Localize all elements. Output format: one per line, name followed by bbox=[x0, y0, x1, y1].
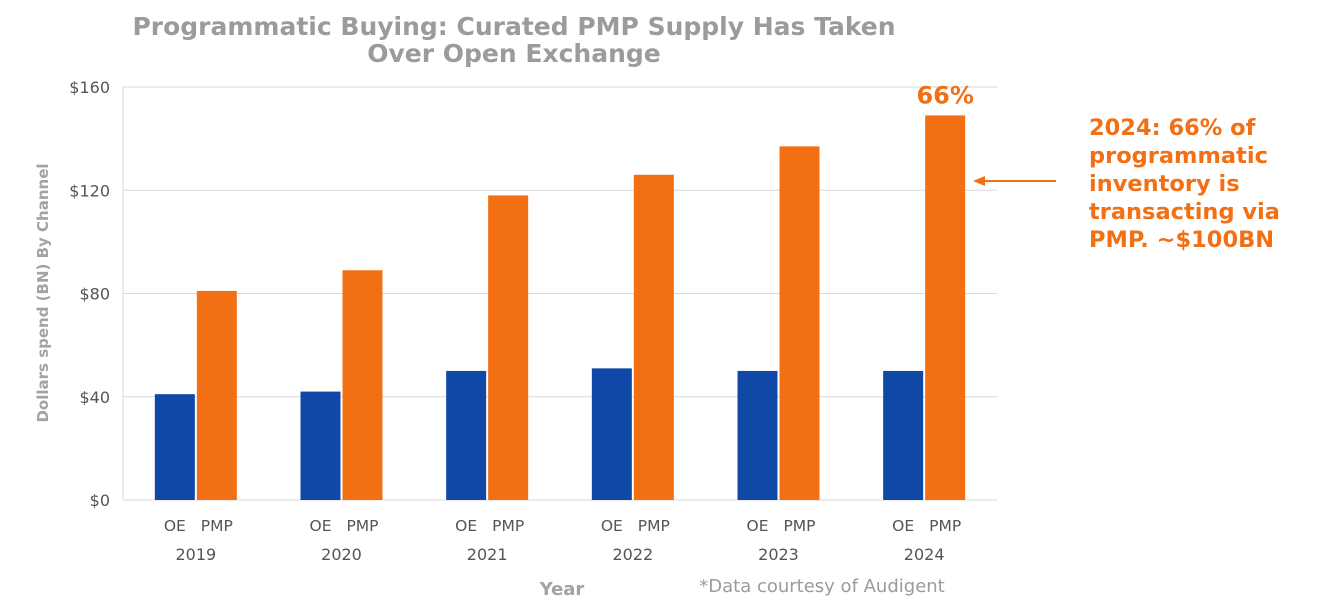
category-label: 2024 bbox=[904, 545, 945, 564]
callout-line-2: programmatic bbox=[1089, 143, 1268, 169]
bar-label-pmp: PMP bbox=[492, 517, 524, 535]
y-tick-label: $80 bbox=[79, 285, 110, 304]
category-label: 2021 bbox=[467, 545, 508, 564]
y-tick-label: $40 bbox=[79, 388, 110, 407]
x-tick-labels: OE PMP 2019 OE PMP 2020 OE PMP 2021 OE PMP 2022 OE PM… bbox=[164, 517, 961, 564]
bar-label-oe: OE bbox=[310, 517, 332, 535]
callout-line-5: PMP. ~$100BN bbox=[1089, 227, 1274, 253]
category-label: 2023 bbox=[758, 545, 799, 564]
bar-pmp-2019 bbox=[196, 290, 237, 500]
chart-title: Programmatic Buying: Curated PMP Supply … bbox=[132, 12, 895, 68]
callout-arrow-head bbox=[973, 176, 985, 186]
gridlines bbox=[122, 86, 997, 501]
chart-title-line-2: Over Open Exchange bbox=[367, 39, 660, 68]
bar-label-pmp: PMP bbox=[638, 517, 670, 535]
y-tick-label: $120 bbox=[69, 181, 110, 200]
chart-title-line-1: Programmatic Buying: Curated PMP Supply … bbox=[132, 12, 895, 41]
bar-oe-2020 bbox=[300, 391, 341, 500]
category-label: 2022 bbox=[612, 545, 653, 564]
bar-pmp-2021 bbox=[488, 195, 529, 500]
y-tick-label: $160 bbox=[69, 78, 110, 97]
bar-oe-2024 bbox=[883, 370, 924, 500]
callout-arrow bbox=[973, 176, 1056, 186]
callout-line-3: inventory is bbox=[1089, 171, 1240, 197]
bar-oe-2021 bbox=[446, 370, 487, 500]
bar-label-pmp: PMP bbox=[201, 517, 233, 535]
bars bbox=[154, 115, 966, 501]
y-tick-labels: $0 $40 $80 $120 $160 bbox=[69, 78, 110, 510]
bar-annotation-66-percent: 66% bbox=[916, 81, 973, 109]
bar-label-oe: OE bbox=[892, 517, 914, 535]
category-label: 2020 bbox=[321, 545, 362, 564]
callout-line-4: transacting via bbox=[1089, 199, 1280, 225]
bar-oe-2023 bbox=[737, 370, 778, 500]
bar-label-oe: OE bbox=[747, 517, 769, 535]
callout-text: 2024: 66% of programmatic inventory is t… bbox=[1089, 115, 1280, 253]
bar-label-pmp: PMP bbox=[346, 517, 378, 535]
x-axis-label: Year bbox=[539, 579, 585, 600]
source-note: *Data courtesy of Audigent bbox=[699, 576, 945, 597]
category-label: 2019 bbox=[175, 545, 216, 564]
bar-oe-2022 bbox=[591, 368, 632, 500]
bar-pmp-2020 bbox=[342, 270, 383, 500]
bar-label-pmp: PMP bbox=[929, 517, 961, 535]
y-axis-label: Dollars spend (BN) By Channel bbox=[34, 163, 52, 422]
bar-pmp-2023 bbox=[779, 146, 820, 500]
bar-label-oe: OE bbox=[164, 517, 186, 535]
y-tick-label: $0 bbox=[90, 491, 110, 510]
bar-label-pmp: PMP bbox=[783, 517, 815, 535]
bar-oe-2019 bbox=[154, 394, 195, 500]
bar-pmp-2022 bbox=[633, 174, 674, 500]
bar-label-oe: OE bbox=[455, 517, 477, 535]
bar-pmp-2024 bbox=[925, 115, 966, 501]
callout-line-1: 2024: 66% of bbox=[1089, 115, 1256, 141]
bar-label-oe: OE bbox=[601, 517, 623, 535]
